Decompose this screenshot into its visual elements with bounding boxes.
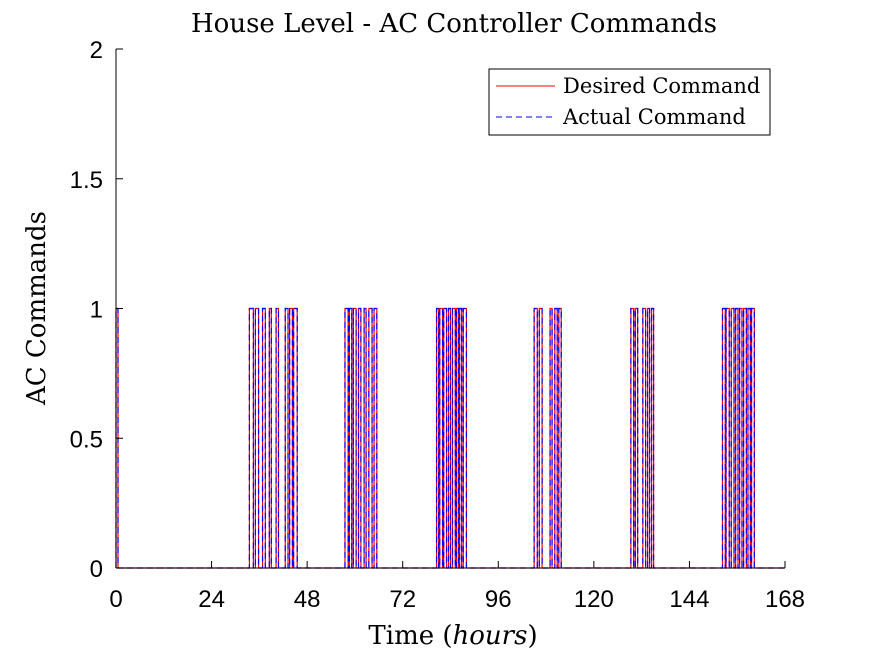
y-tick-label: 2 <box>90 37 103 64</box>
series-actual-command-line <box>115 307 785 569</box>
legend-label-desired: Desired Command <box>563 74 760 98</box>
x-tick-label: 120 <box>574 586 614 613</box>
x-tick-label: 72 <box>389 586 416 613</box>
x-tick-label: 24 <box>198 586 225 613</box>
x-tick-label: 144 <box>669 586 709 613</box>
y-tick-label: 1 <box>90 297 103 324</box>
legend: Desired Command Actual Command <box>488 68 771 136</box>
legend-box <box>488 68 771 136</box>
x-tick-label: 0 <box>109 586 122 613</box>
x-axis-label-prefix: Time ( <box>368 621 452 651</box>
x-axis-label-unit: hours <box>453 621 528 651</box>
x-tick-label: 96 <box>485 586 512 613</box>
y-axis-label: AC Commands <box>22 211 52 406</box>
plot-area <box>115 307 785 569</box>
y-axis-ticks: 0 0.5 1 1.5 2 <box>70 37 123 583</box>
y-tick-label: 0 <box>90 556 103 583</box>
x-axis-label: Time (hours) <box>368 621 537 651</box>
x-axis-ticks: 0 24 48 72 96 120 144 168 <box>109 561 805 613</box>
y-tick-label: 1.5 <box>70 167 103 194</box>
y-tick-label: 0.5 <box>70 426 103 453</box>
legend-label-actual: Actual Command <box>562 105 746 129</box>
x-axis-label-suffix: ) <box>527 621 537 651</box>
x-tick-label: 168 <box>765 586 805 613</box>
chart-title: House Level - AC Controller Commands <box>191 9 717 39</box>
x-tick-label: 48 <box>294 586 321 613</box>
